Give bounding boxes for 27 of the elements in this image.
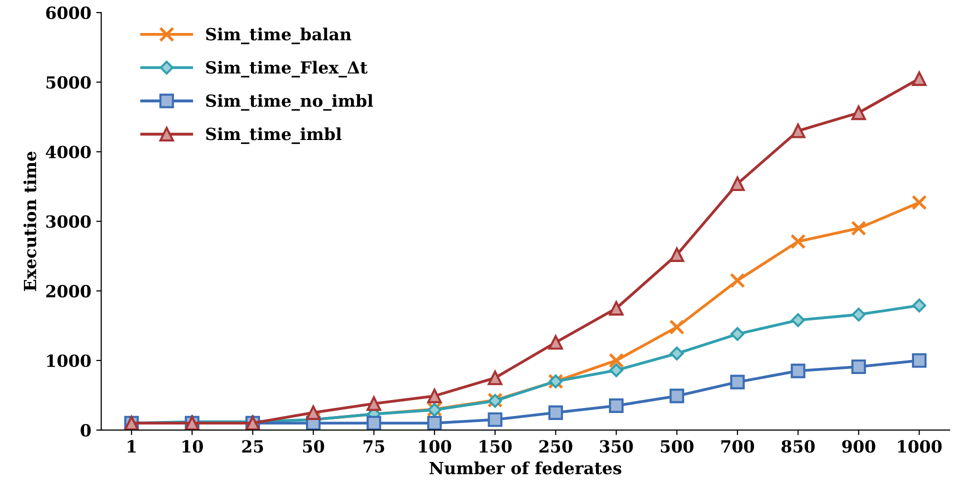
x-tick-label: 850 <box>782 440 815 453</box>
x-tick-label: 100 <box>419 440 452 453</box>
x-tick-label: 10 <box>182 440 203 453</box>
x-tick-label: 1000 <box>898 440 942 453</box>
y-tick-label: 3000 <box>46 215 91 228</box>
y-tick-label: 1000 <box>47 354 91 368</box>
y-tick-label: 6000 <box>46 6 91 20</box>
x-tick-label: 350 <box>600 440 633 453</box>
y-tick-label: 5000 <box>46 76 91 89</box>
legend-label: Sim_time_no_imbl <box>206 94 374 111</box>
x-axis-title: Number of federates <box>430 461 622 474</box>
legend-label: Sim_time_Flex_Δt <box>206 60 368 78</box>
x-tick-label: 250 <box>539 440 572 453</box>
x-tick-label: 700 <box>721 440 754 453</box>
x-tick-label: 150 <box>480 440 512 453</box>
x-tick-label: 900 <box>842 440 876 453</box>
y-tick-label: 4000 <box>46 146 91 158</box>
y-tick-label: 2000 <box>46 284 91 298</box>
y-tick-label: 0 <box>80 424 91 437</box>
y-axis-title: Execution time <box>23 152 36 291</box>
x-tick-label: 500 <box>660 440 694 453</box>
legend-label: Sim_time_imbl <box>206 127 342 144</box>
x-tick-label: 75 <box>364 440 384 453</box>
x-tick-label: 1 <box>128 440 136 452</box>
x-tick-label: 50 <box>303 440 324 453</box>
legend-label: Sim_time_balan <box>206 28 352 44</box>
x-tick-label: 25 <box>242 440 264 453</box>
